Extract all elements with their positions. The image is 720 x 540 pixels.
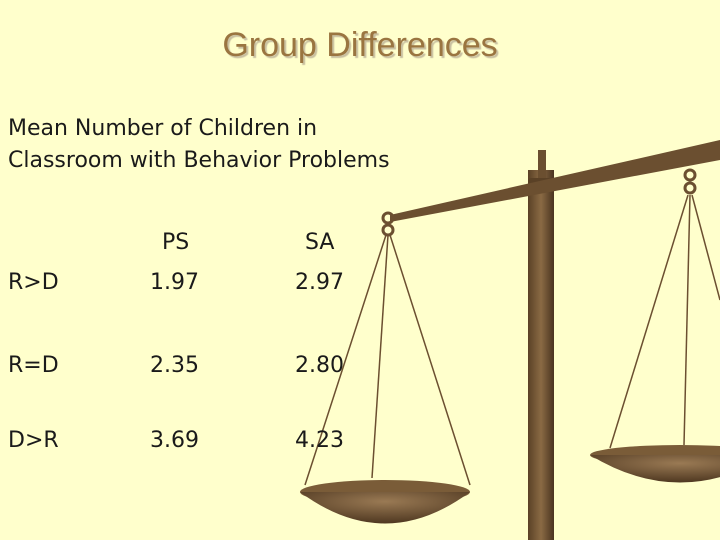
table-cell: 4.23	[295, 428, 344, 453]
row-label: D>R	[8, 428, 59, 453]
column-header: PS	[162, 230, 190, 255]
table-cell: 2.35	[150, 353, 199, 378]
subtitle-line: Mean Number of Children in	[8, 116, 318, 141]
table-cell: 2.97	[295, 270, 344, 295]
table-cell: 3.69	[150, 428, 199, 453]
subtitle-line: Classroom with Behavior Problems	[8, 148, 390, 173]
row-label: R=D	[8, 353, 59, 378]
table-cell: 1.97	[150, 270, 199, 295]
column-header: SA	[305, 230, 335, 255]
slide-title: Group Differences	[222, 26, 498, 64]
table-cell: 2.80	[295, 353, 344, 378]
row-label: R>D	[8, 270, 59, 295]
